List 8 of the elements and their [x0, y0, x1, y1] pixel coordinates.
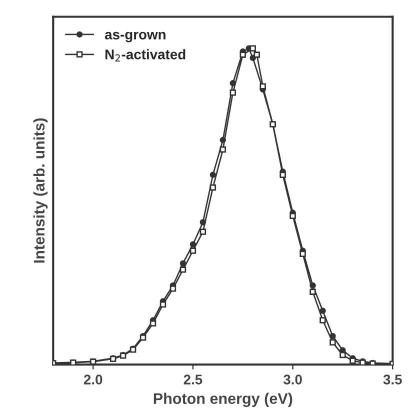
legend-label: as-grown: [104, 32, 166, 42]
x-tick-label: 2.5: [184, 374, 202, 384]
x-tick-label: 3.0: [283, 374, 302, 384]
x-axis-title: Photon energy (eV): [154, 392, 292, 408]
x-tick-label: 2.0: [84, 374, 102, 384]
y-axis-title: Intensity (arb. units): [33, 118, 48, 263]
x-tick-label: 3.5: [383, 374, 402, 384]
legend-label: N$_{2}$-activated: [105, 49, 186, 62]
